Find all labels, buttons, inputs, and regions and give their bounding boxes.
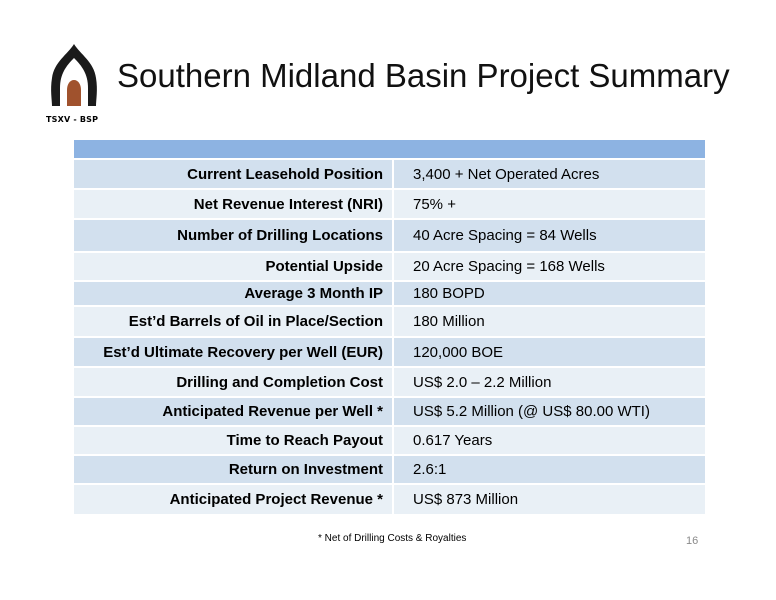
table-row: Anticipated Revenue per Well * US$ 5.2 Mi… <box>74 396 705 426</box>
row-label: Drilling and Completion Cost <box>74 366 394 397</box>
page-title: Southern Midland Basin Project Summary <box>117 57 730 94</box>
table-row: Potential Upside 20 Acre Spacing = 168 We… <box>74 251 705 281</box>
row-value: US$ 2.0 – 2.2 Million <box>393 366 705 397</box>
table-row: Anticipated Project Revenue * US$ 873 Mil… <box>74 483 705 514</box>
ticker-label: TSXV - BSP <box>46 115 99 124</box>
row-label: Return on Investment <box>74 454 394 484</box>
row-value: 75% + <box>393 188 705 219</box>
row-value: 120,000 BOE <box>393 336 705 367</box>
row-value: US$ 5.2 Million (@ US$ 80.00 WTI) <box>393 396 705 426</box>
row-label: Anticipated Revenue per Well * <box>74 396 394 426</box>
table-row: Number of Drilling Locations 40 Acre Spac… <box>74 218 705 252</box>
row-value: US$ 873 Million <box>393 483 705 514</box>
table-row: Current Leasehold Position 3,400 + Net Op… <box>74 158 705 189</box>
table-body: Current Leasehold Position 3,400 + Net Op… <box>74 158 705 514</box>
table-row: Est’d Barrels of Oil in Place/Section 180… <box>74 305 705 337</box>
page-number: 16 <box>686 535 699 547</box>
table-row: Time to Reach Payout 0.617 Years <box>74 425 705 455</box>
row-value: 180 BOPD <box>393 280 705 306</box>
row-label: Net Revenue Interest (NRI) <box>74 188 394 219</box>
row-value: 180 Million <box>393 305 705 337</box>
row-value: 20 Acre Spacing = 168 Wells <box>393 251 705 281</box>
footnote: * Net of Drilling Costs & Royalties <box>318 533 467 544</box>
row-label: Number of Drilling Locations <box>74 218 394 252</box>
row-label: Potential Upside <box>74 251 394 281</box>
table-row: Net Revenue Interest (NRI) 75% + <box>74 188 705 219</box>
dome-arch-logo-icon <box>51 44 97 106</box>
table-row: Drilling and Completion Cost US$ 2.0 – 2.… <box>74 366 705 397</box>
row-value: 0.617 Years <box>393 425 705 455</box>
table-row: Est’d Ultimate Recovery per Well (EUR) 12… <box>74 336 705 367</box>
row-label: Est’d Barrels of Oil in Place/Section <box>74 305 394 337</box>
summary-table: Current Leasehold Position 3,400 + Net Op… <box>74 140 705 514</box>
row-label: Current Leasehold Position <box>74 158 394 189</box>
row-value: 3,400 + Net Operated Acres <box>393 158 705 189</box>
table-row: Average 3 Month IP 180 BOPD <box>74 280 705 306</box>
table-row: Return on Investment 2.6:1 <box>74 454 705 484</box>
row-label: Average 3 Month IP <box>74 280 394 306</box>
row-label: Anticipated Project Revenue * <box>74 483 394 514</box>
row-label: Est’d Ultimate Recovery per Well (EUR) <box>74 336 394 367</box>
row-label: Time to Reach Payout <box>74 425 394 455</box>
row-value: 40 Acre Spacing = 84 Wells <box>393 218 705 252</box>
table-header-row <box>74 140 705 159</box>
row-value: 2.6:1 <box>393 454 705 484</box>
